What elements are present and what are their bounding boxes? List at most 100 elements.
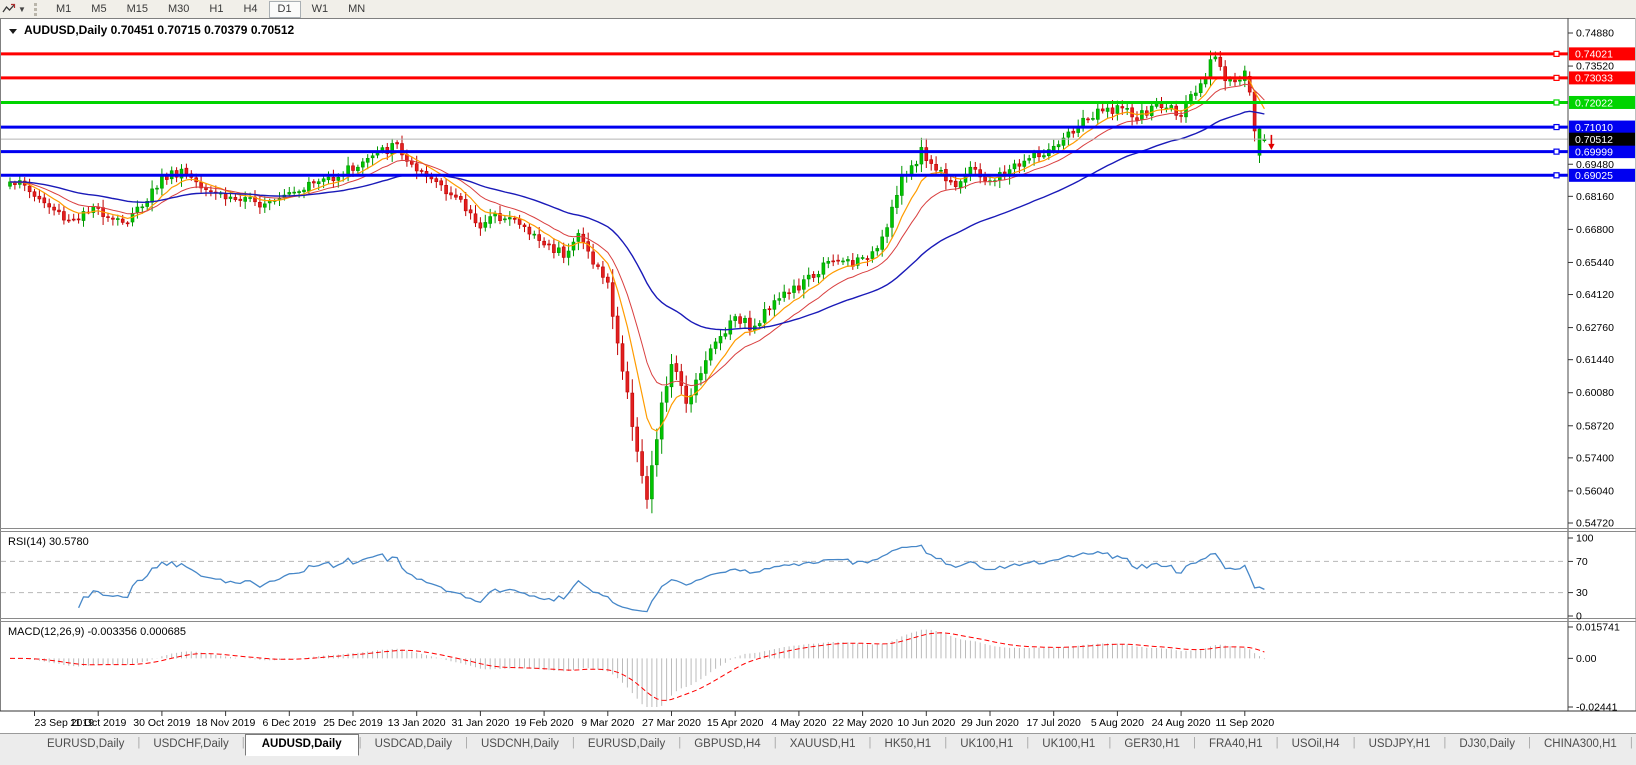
chart-tab-GBPUSD-H4[interactable]: GBPUSD,H4 — [694, 738, 761, 750]
candle — [336, 176, 341, 181]
timeframe-button-group: M1 M5 M15 M30 H1 H4 D1 W1 MN — [46, 0, 375, 18]
candle — [1042, 155, 1046, 158]
chart-tab-DJ30-Daily[interactable]: DJ30,Daily — [1459, 738, 1515, 750]
rsi-label: RSI(14) 30.5780 — [8, 536, 89, 548]
candle — [566, 250, 571, 258]
chart-title: AUDUSD,Daily 0.70451 0.70715 0.70379 0.7… — [9, 23, 295, 37]
tool-dropdown-caret-icon[interactable]: ▼ — [18, 4, 26, 14]
chart-tab-USDJPY-H1[interactable]: USDJPY,H1 — [1368, 738, 1431, 750]
rsi-panel: RSI(14) 30.5780 100 70 30 0 — [1, 533, 1594, 623]
timeframe-button-W1[interactable]: W1 — [311, 2, 329, 15]
candle — [895, 194, 899, 208]
tab-separator: | — [571, 737, 575, 749]
candle — [209, 190, 213, 193]
candle — [120, 218, 125, 223]
date-tick-label: 30 Oct 2019 — [133, 717, 190, 729]
timeframe-button-M15[interactable]: M15 — [126, 2, 148, 15]
date-tick-label: 29 Jun 2020 — [961, 717, 1019, 729]
svg-text:0.72022: 0.72022 — [1575, 97, 1613, 109]
candle — [395, 142, 399, 145]
candle — [532, 233, 537, 236]
candle — [762, 309, 767, 323]
candle — [571, 241, 576, 251]
candle — [1125, 108, 1129, 110]
date-tick-label: 25 Dec 2019 — [323, 717, 383, 729]
chart-tab-AUDUSD-Daily[interactable]: AUDUSD,Daily — [244, 734, 359, 756]
date-tick-label: 17 Jul 2020 — [1027, 717, 1081, 729]
svg-text:0.70512: 0.70512 — [1575, 134, 1613, 146]
candle — [699, 373, 703, 381]
date-tick-label: 18 Nov 2019 — [196, 717, 256, 729]
chart-tab-USDCNH-Daily[interactable]: USDCNH,Daily — [480, 738, 559, 750]
chart-tab-EURUSD-Daily[interactable]: EURUSD,Daily — [587, 738, 666, 750]
price-tick-label: 0.73520 — [1576, 61, 1614, 73]
level-line-handle[interactable] — [1553, 148, 1560, 155]
level-line-handle[interactable] — [1553, 74, 1560, 81]
candle — [537, 234, 542, 241]
level-line-handle[interactable] — [1553, 99, 1560, 106]
tab-separator: | — [1443, 737, 1447, 749]
timeframe-button-D1[interactable]: D1 — [268, 0, 301, 18]
chart-tab-UK100-H1[interactable]: UK100,H1 — [960, 738, 1014, 750]
chart-tab-USDCHF-Daily[interactable]: USDCHF,Daily — [153, 738, 229, 750]
candle — [429, 176, 434, 180]
chart-tab-GER30-H1[interactable]: GER30,H1 — [1124, 738, 1180, 750]
chart-tab-bar: EURUSD,Daily | USDCHF,Daily | AUDUSD,Daily | U… — [0, 733, 1636, 765]
chart-area[interactable]: AUDUSD,Daily 0.70451 0.70715 0.70379 0.7… — [0, 18, 1636, 733]
panel-divider[interactable] — [0, 618, 1636, 619]
tab-separator: | — [1352, 737, 1356, 749]
timeframe-button-M5[interactable]: M5 — [91, 2, 107, 15]
candle — [1091, 118, 1095, 120]
candle — [57, 209, 61, 213]
candle — [233, 197, 238, 200]
candle — [723, 333, 728, 337]
candle — [958, 181, 963, 188]
chart-tab-EURUSD-Daily[interactable]: EURUSD,Daily — [47, 738, 125, 750]
candle — [767, 308, 772, 311]
candle — [1213, 56, 1218, 60]
candle — [782, 291, 787, 298]
candle — [346, 165, 350, 176]
candle — [684, 385, 689, 404]
candle — [772, 300, 777, 310]
level-line-handle[interactable] — [1553, 172, 1560, 179]
candle — [615, 315, 620, 344]
panel-divider[interactable] — [0, 528, 1636, 529]
chart-cursor-tool-icon[interactable] — [0, 1, 18, 17]
candle — [365, 158, 370, 163]
candle — [1179, 115, 1183, 117]
candle — [801, 279, 806, 290]
candle — [356, 166, 360, 172]
candle — [199, 182, 203, 189]
chart-tab-USDCAD-Daily[interactable]: USDCAD,Daily — [374, 738, 452, 750]
chart-tab-HK50-H1[interactable]: HK50,H1 — [884, 738, 932, 750]
timeframe-button-M30[interactable]: M30 — [167, 2, 190, 15]
candle — [1086, 118, 1090, 121]
price-level-badge-0.69025: 0.69025 — [1569, 168, 1635, 182]
timeframe-button-H4[interactable]: H4 — [243, 2, 258, 15]
symbol-dropdown-caret-icon[interactable] — [9, 29, 17, 34]
candle — [1154, 103, 1159, 107]
candle — [689, 395, 693, 405]
level-line-handle[interactable] — [1553, 50, 1560, 57]
candle — [1208, 59, 1213, 79]
timeframe-button-M1[interactable]: M1 — [56, 2, 72, 15]
level-line-handle[interactable] — [1553, 123, 1560, 131]
candle — [1022, 160, 1027, 167]
chart-tab-CHINA300-H1[interactable]: CHINA300,H1 — [1543, 738, 1617, 750]
chart-tab-USOil-H4[interactable]: USOil,H4 — [1291, 738, 1340, 750]
candle — [703, 360, 708, 374]
candle — [238, 198, 243, 201]
chart-tab-XAUUSD-H1[interactable]: XAUUSD,H1 — [789, 738, 856, 750]
macd-scale-label: -0.02441 — [1576, 702, 1618, 714]
candle — [32, 191, 37, 197]
candle — [890, 206, 894, 228]
price-level-badge-0.74021: 0.74021 — [1569, 47, 1635, 61]
candle — [1233, 79, 1237, 83]
chart-tab-UK100-H1[interactable]: UK100,H1 — [1042, 738, 1096, 750]
timeframe-button-MN[interactable]: MN — [348, 2, 366, 15]
timeframe-button-H1[interactable]: H1 — [209, 2, 224, 15]
candle — [370, 155, 375, 159]
candle — [630, 392, 635, 427]
chart-tab-FRA40-H1[interactable]: FRA40,H1 — [1208, 738, 1263, 750]
